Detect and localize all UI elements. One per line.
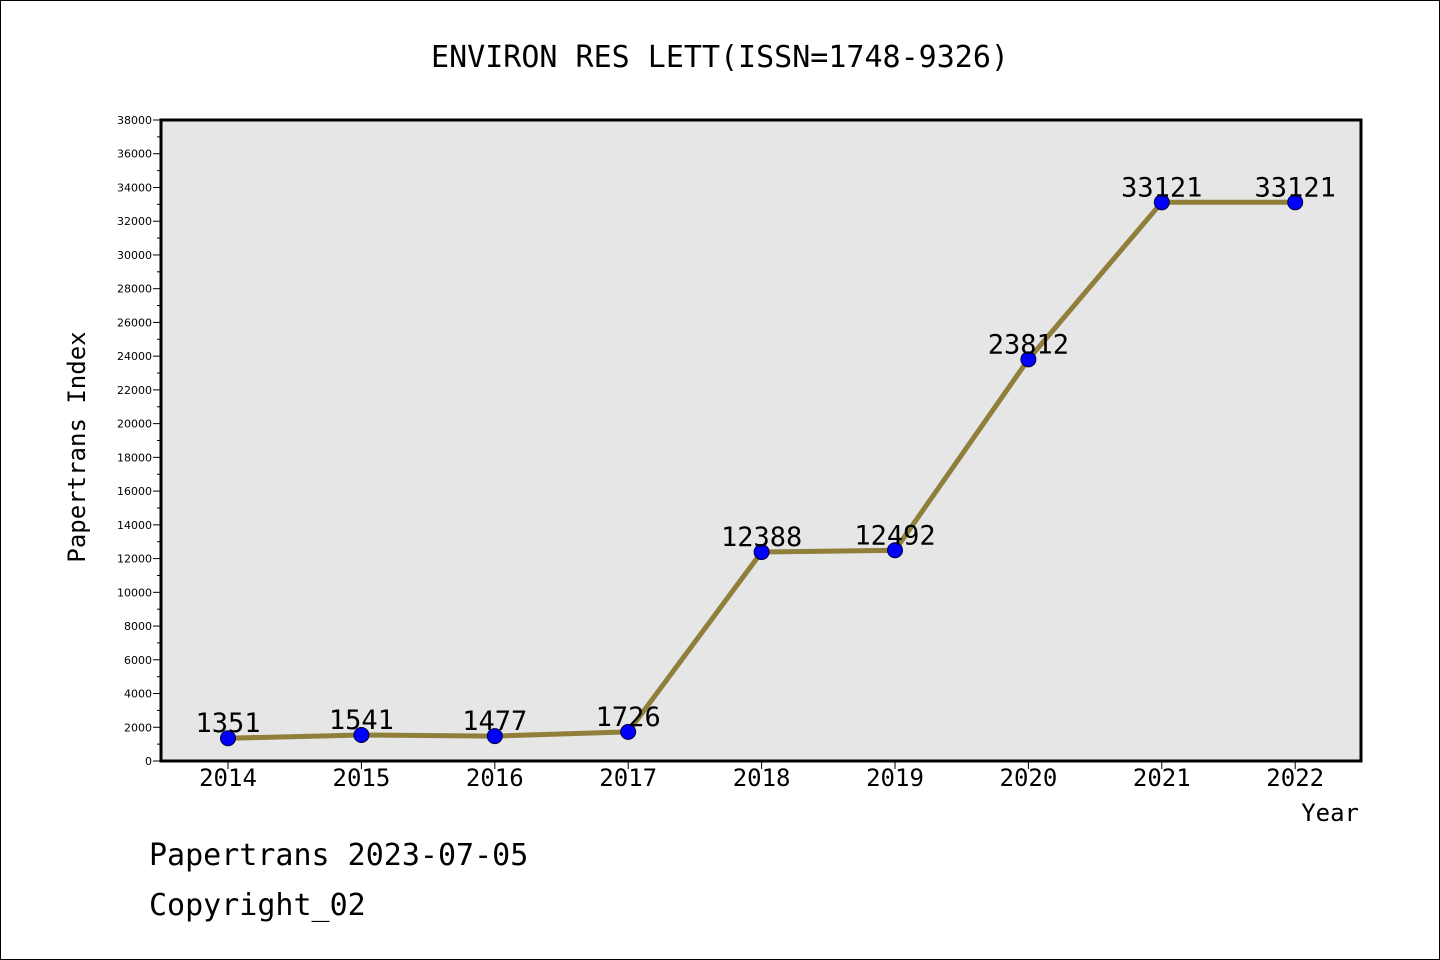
x-axis-label: Year <box>1301 799 1359 827</box>
y-tick-label: 14000 <box>117 519 152 532</box>
x-tick-label: 2022 <box>1266 764 1324 792</box>
y-tick-label: 26000 <box>117 316 152 329</box>
y-tick-label: 36000 <box>117 148 152 161</box>
footer-date: Papertrans 2023-07-05 <box>149 838 528 873</box>
x-tick-label: 2016 <box>466 764 524 792</box>
data-point <box>887 542 903 559</box>
data-label: 23812 <box>988 329 1069 360</box>
data-labels-group: 1351 1541 1477 1726 12388 12492 23812 33121 3312… <box>195 172 1335 739</box>
data-point <box>1153 194 1170 211</box>
x-axis: 2014 2015 2016 2017 2018 2019 2020 2021 2022 <box>199 761 1324 792</box>
y-tick-label: 22000 <box>117 384 152 397</box>
y-tick-label: 0 <box>145 755 152 768</box>
data-point <box>1020 351 1037 368</box>
data-point <box>1287 194 1304 211</box>
data-point <box>486 728 503 745</box>
x-tick-label: 2015 <box>333 764 391 792</box>
data-point <box>753 544 770 561</box>
y-tick-label: 24000 <box>117 350 152 363</box>
y-tick-label: 38000 <box>117 114 152 127</box>
x-tick-label: 2021 <box>1133 764 1191 792</box>
data-point <box>353 727 370 744</box>
x-tick-label: 2017 <box>599 764 657 792</box>
data-label: 33121 <box>1255 172 1336 203</box>
chart-title: ENVIRON RES LETT(ISSN=1748-9326) <box>431 40 1009 75</box>
y-tick-label: 4000 <box>124 688 152 701</box>
x-tick-label: 2014 <box>199 764 257 792</box>
data-point <box>620 723 637 740</box>
y-axis: 0 2000 4000 6000 8000 10000 12000 14000 16000 180… <box>117 114 161 768</box>
data-label: 1351 <box>195 708 260 739</box>
data-label: 1477 <box>462 706 527 737</box>
plot-area <box>159 118 1363 763</box>
y-tick-label: 20000 <box>117 418 152 431</box>
footer-copyright: Copyright_02 <box>149 888 366 923</box>
data-label: 33121 <box>1121 172 1202 203</box>
y-tick-label: 10000 <box>117 586 152 599</box>
data-point <box>220 730 236 747</box>
data-label: 12388 <box>721 522 802 553</box>
y-tick-label: 6000 <box>124 654 152 667</box>
y-axis-label: Papertrans Index <box>63 331 91 562</box>
y-tick-label: 8000 <box>124 620 152 633</box>
y-tick-label: 18000 <box>117 451 152 464</box>
y-tick-label: 32000 <box>117 215 152 228</box>
y-tick-label: 34000 <box>117 181 152 194</box>
data-label: 1726 <box>596 702 661 733</box>
series-group <box>220 194 1304 747</box>
y-tick-label: 12000 <box>117 553 152 566</box>
y-tick-label: 28000 <box>117 283 152 296</box>
data-label: 12492 <box>854 520 935 551</box>
data-label: 1541 <box>329 705 394 736</box>
x-tick-label: 2020 <box>1000 764 1058 792</box>
y-tick-label: 2000 <box>124 721 152 734</box>
y-tick-label: 16000 <box>117 485 152 498</box>
y-tick-label: 30000 <box>117 249 152 262</box>
x-tick-label: 2018 <box>733 764 791 792</box>
x-tick-label: 2019 <box>866 764 924 792</box>
